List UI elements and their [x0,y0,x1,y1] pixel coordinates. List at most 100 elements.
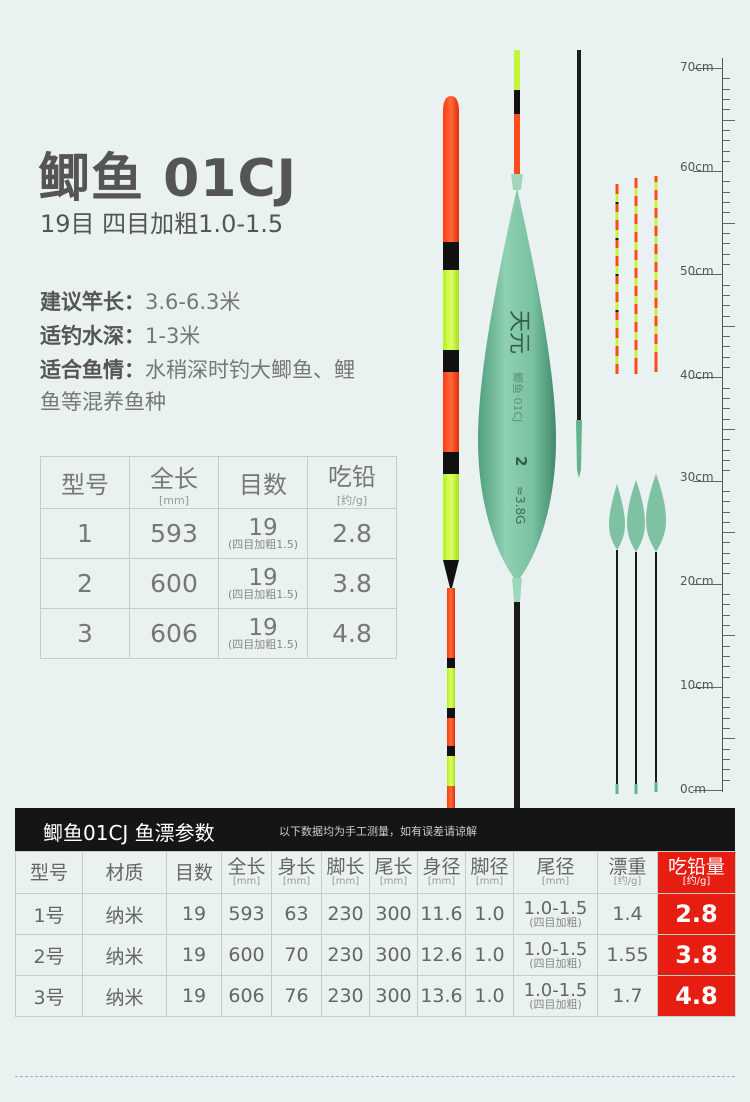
header-lead: 吃铅 [约/g] [307,456,397,509]
ruler-tick [723,181,730,183]
float-size-set [609,176,666,794]
ruler-tick [723,387,730,389]
ruler-tick [723,150,730,152]
col-foot-diameter: 脚径 [mm] [465,851,514,894]
ruler-tick [723,552,730,554]
ruler-tick [723,325,735,327]
col-model: 型号 [15,851,83,894]
ruler-axis [722,58,723,792]
ruler-tick [723,305,730,307]
col-float-weight: 漂重 [约/g] [597,851,658,894]
ruler-label: 70cm [680,60,714,74]
table-row: 3 606 19 (四目加粗1.5) 4.8 [40,608,397,659]
ruler-tick [723,356,730,358]
ruler-tick [723,346,730,348]
float-brand-mark: 天元 [506,310,531,354]
col-tail-diameter: 尾径 [mm] [513,851,598,894]
float-model-mark: 鲫鱼·01CJ [511,372,525,422]
ruler-tick [723,129,730,131]
col-mesh: 目数 [166,851,222,894]
param-table-title: 鲫鱼01CJ 鱼漂参数 [43,821,215,845]
float-weight-mark: ≈3.8G [513,486,527,524]
spec-fish-condition: 适合鱼情：水稍深时钓大鲫鱼、鲤 [40,358,355,382]
col-foot-length: 脚长 [mm] [321,851,370,894]
param-table-note: 以下数据均为手工测量，如有误差请谅解 [279,825,477,838]
col-lead-capacity: 吃铅量 [约/g] [657,851,736,894]
ruler-tick [723,202,730,204]
ruler-tick [723,98,730,100]
ruler-tick [723,233,730,235]
col-body-length: 身长 [mm] [271,851,322,894]
ruler-tick [723,501,730,503]
ruler-tick [723,160,730,162]
ruler-tick [723,459,730,461]
ruler-label: 20cm [680,574,714,588]
ruler-tick [723,759,730,761]
ruler-label: 60cm [680,160,714,174]
ruler-tick [723,779,730,781]
ruler-tick [693,171,723,173]
ruler-tick [723,284,730,286]
ruler-tick [723,88,730,90]
product-subtitle: 19目 四目加粗1.0-1.5 [40,210,284,238]
ruler-tick [723,490,730,492]
header-length: 全长 [mm] [129,456,219,509]
ruler-tick [723,243,730,245]
ruler-tick [723,470,730,472]
ruler-tick [723,140,730,142]
col-total-length: 全长 [mm] [221,851,272,894]
ruler-tick [723,429,735,430]
table-row: 2号 纳米 19 600 70 230 300 12.6 1.0 1.0-1.5 (四目加粗)… [15,934,736,976]
ruler-label: 30cm [680,470,714,484]
divider [15,1076,735,1077]
table-row: 1 593 19 (四目加粗1.5) 2.8 [40,508,397,559]
ruler-tick [723,666,730,668]
float-foot-stem [576,50,582,478]
ruler-tick [723,511,730,513]
ruler-tick [723,212,730,214]
summary-table: 型号 全长 [mm] 目数 吃铅 [约/g] 1 593 19 (四目加粗1.5) 2… [40,456,397,659]
ruler-tick [723,573,730,575]
ruler-label: 0cm [680,782,706,796]
col-tail-length: 尾长 [mm] [369,851,418,894]
table-row: 2 600 19 (四目加粗1.5) 3.8 [40,558,397,609]
ruler-tick [723,398,730,400]
ruler-tick [723,563,730,565]
param-table: 型号 材质 目数 全长 [mm] 身长 [mm] 脚长 [mm] 尾长 [mm] 身径[… [15,851,736,1017]
ruler-tick [723,728,730,730]
ruler-tick [723,676,730,678]
float-tip-closeup [443,96,459,812]
ruler-tick [723,697,730,699]
ruler-tick [723,78,730,80]
ruler-tick [693,274,723,276]
col-body-diameter: 身径 [mm] [417,851,466,894]
ruler-tick [723,769,730,771]
header-model: 型号 [40,456,130,509]
table-row: 3号 纳米 19 606 76 230 300 13.6 1.0 1.0-1.5 (四目加粗)… [15,975,736,1017]
ruler-tick [723,191,730,193]
ruler-tick [723,263,730,265]
ruler-tick [723,604,730,606]
ruler-tick [723,748,730,750]
ruler-tick [723,738,735,740]
ruler-tick [723,418,730,420]
col-material: 材质 [82,851,167,894]
ruler-tick [723,542,730,544]
ruler-tick [723,408,730,410]
ruler-tick [723,336,730,338]
param-table-header-bar: 鲫鱼01CJ 鱼漂参数 以下数据均为手工测量，如有误差请谅解 [15,808,735,851]
ruler-label: 50cm [680,264,714,278]
float-size-mark: 2 [512,456,530,466]
ruler-label: 10cm [680,678,714,692]
ruler-tick [723,253,730,255]
ruler-tick [723,294,730,296]
ruler-tick [693,68,723,69]
ruler-tick [723,594,730,596]
ruler-tick [693,583,723,585]
ruler-tick [693,480,723,482]
spec-fish-condition-cont: 鱼等混养鱼种 [40,390,166,414]
ruler-tick [723,655,730,657]
ruler-tick [723,315,730,317]
header-mesh: 目数 [218,456,308,509]
